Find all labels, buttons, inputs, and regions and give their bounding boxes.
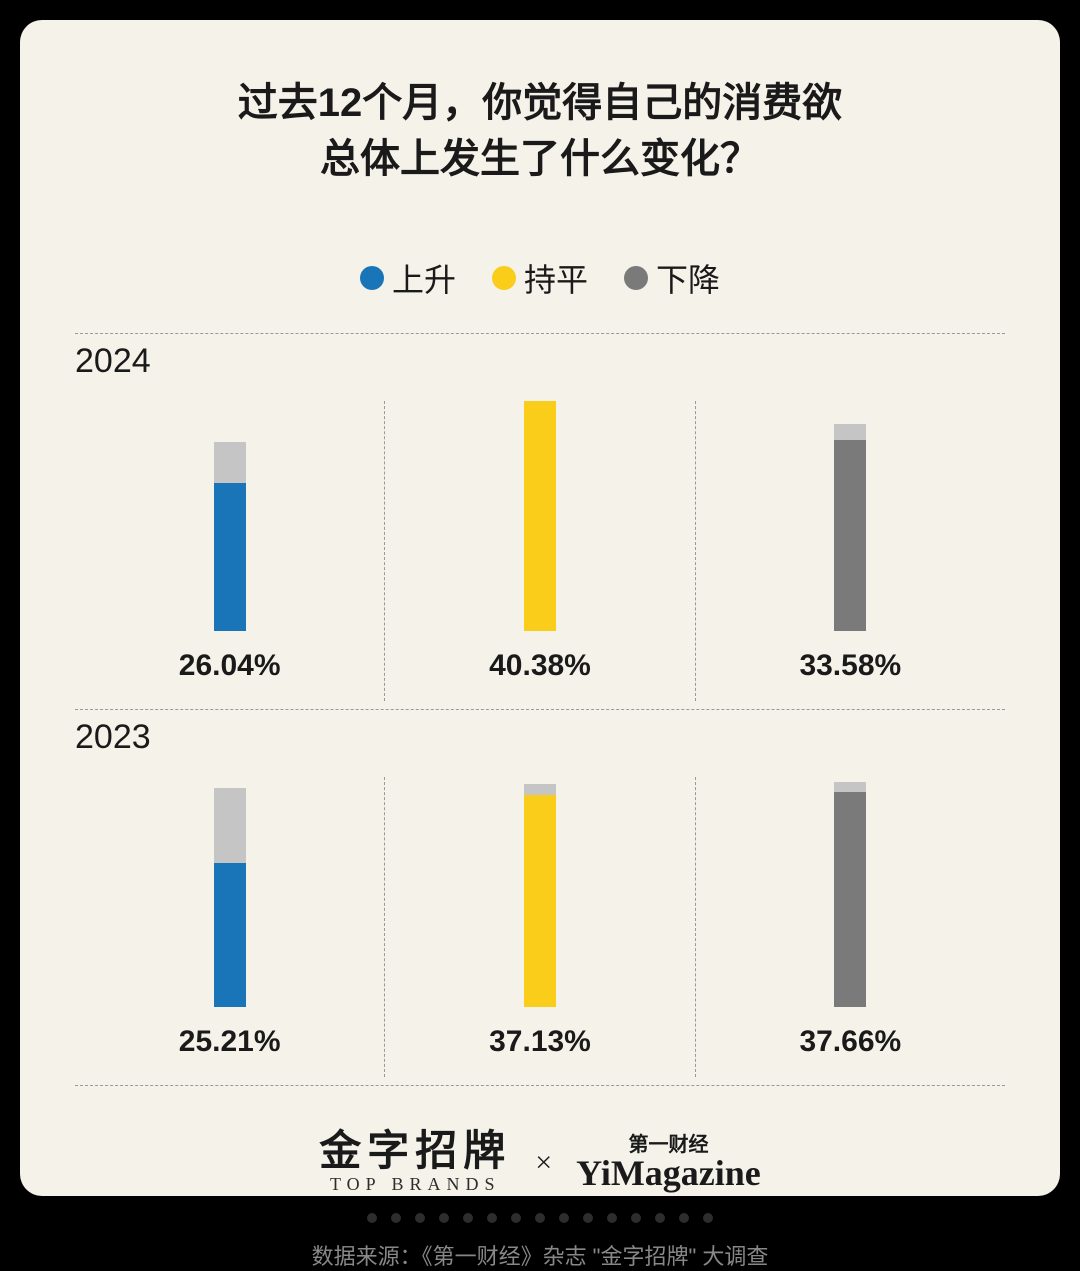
brand-left-cn: 金字招牌 bbox=[319, 1130, 511, 1172]
dot-icon bbox=[535, 1213, 545, 1223]
bars-row: 25.21% 37.13% 37.66% bbox=[75, 757, 1005, 1077]
data-source-text: 数据来源：《第一财经》杂志 "金字招牌" 大调查 bbox=[312, 1239, 769, 1271]
bar-wrap bbox=[834, 777, 866, 1007]
dot-icon bbox=[655, 1213, 665, 1223]
chart-legend: 上升 持平 下降 bbox=[75, 255, 1005, 301]
bar-fill bbox=[524, 401, 556, 631]
dot-icon bbox=[703, 1213, 713, 1223]
dot-icon bbox=[487, 1213, 497, 1223]
legend-item-up: 上升 bbox=[360, 255, 456, 301]
infographic-footer: 金字招牌 TOP BRANDS × 第一财经 YiMagazine 数据来源：《… bbox=[75, 1130, 1005, 1271]
dot-icon bbox=[631, 1213, 641, 1223]
bar-fill bbox=[834, 792, 866, 1007]
bar-value-label: 37.66% bbox=[799, 1025, 901, 1059]
brand-x-separator: × bbox=[535, 1146, 552, 1180]
bar-cell: 37.66% bbox=[695, 777, 1005, 1077]
bar-fill bbox=[834, 440, 866, 631]
brand-right-en: YiMagazine bbox=[576, 1155, 761, 1191]
dot-icon bbox=[583, 1213, 593, 1223]
dashed-divider bbox=[75, 333, 1005, 334]
bar-value-label: 37.13% bbox=[489, 1025, 591, 1059]
dashed-divider bbox=[75, 709, 1005, 710]
brand-top-brands: 金字招牌 TOP BRANDS bbox=[319, 1130, 511, 1195]
title-line-2: 总体上发生了什么变化？ bbox=[75, 131, 1005, 187]
legend-item-down: 下降 bbox=[624, 255, 720, 301]
chart-year-block: 2023 25.21% 37.13% bbox=[75, 709, 1005, 1077]
bar-value-label: 33.58% bbox=[799, 649, 901, 683]
legend-label: 上升 bbox=[392, 255, 456, 301]
bar-cell: 40.38% bbox=[384, 401, 694, 701]
year-label: 2023 bbox=[75, 718, 1005, 757]
bar-value-label: 40.38% bbox=[489, 649, 591, 683]
dot-icon bbox=[607, 1213, 617, 1223]
legend-label: 下降 bbox=[656, 255, 720, 301]
bar-cell: 25.21% bbox=[75, 777, 384, 1077]
dot-icon bbox=[391, 1213, 401, 1223]
decorative-dots bbox=[367, 1213, 713, 1223]
dot-icon bbox=[367, 1213, 377, 1223]
dot-icon bbox=[559, 1213, 569, 1223]
brand-row: 金字招牌 TOP BRANDS × 第一财经 YiMagazine bbox=[319, 1130, 761, 1195]
bar-wrap bbox=[524, 777, 556, 1007]
legend-label: 持平 bbox=[524, 255, 588, 301]
bar-cell: 37.13% bbox=[384, 777, 694, 1077]
bars-row: 26.04% 40.38% 33.58% bbox=[75, 381, 1005, 701]
dot-icon bbox=[511, 1213, 521, 1223]
legend-dot-icon bbox=[492, 266, 516, 290]
brand-right-cn: 第一财经 bbox=[628, 1135, 708, 1155]
bar-wrap bbox=[214, 777, 246, 1007]
dot-icon bbox=[679, 1213, 689, 1223]
bar-cell: 33.58% bbox=[695, 401, 1005, 701]
chart-title: 过去12个月，你觉得自己的消费欲 总体上发生了什么变化？ bbox=[75, 75, 1005, 187]
chart-year-block: 2024 26.04% 40.38% bbox=[75, 333, 1005, 701]
year-label: 2024 bbox=[75, 342, 1005, 381]
bar-value-label: 26.04% bbox=[179, 649, 281, 683]
brand-yimagazine: 第一财经 YiMagazine bbox=[576, 1135, 761, 1191]
dot-icon bbox=[439, 1213, 449, 1223]
legend-dot-icon bbox=[360, 266, 384, 290]
infographic-page: 过去12个月，你觉得自己的消费欲 总体上发生了什么变化？ 上升 持平 下降 20… bbox=[20, 20, 1060, 1196]
dashed-divider bbox=[75, 1085, 1005, 1086]
bar-cell: 26.04% bbox=[75, 401, 384, 701]
bar-wrap bbox=[834, 401, 866, 631]
legend-dot-icon bbox=[624, 266, 648, 290]
dot-icon bbox=[415, 1213, 425, 1223]
brand-left-en: TOP BRANDS bbox=[330, 1174, 501, 1195]
bar-wrap bbox=[214, 401, 246, 631]
bar-fill bbox=[524, 795, 556, 1007]
bar-fill bbox=[214, 863, 246, 1007]
dot-icon bbox=[463, 1213, 473, 1223]
title-line-1: 过去12个月，你觉得自己的消费欲 bbox=[75, 75, 1005, 131]
bar-wrap bbox=[524, 401, 556, 631]
legend-item-flat: 持平 bbox=[492, 255, 588, 301]
bar-value-label: 25.21% bbox=[179, 1025, 281, 1059]
bar-fill bbox=[214, 483, 246, 631]
